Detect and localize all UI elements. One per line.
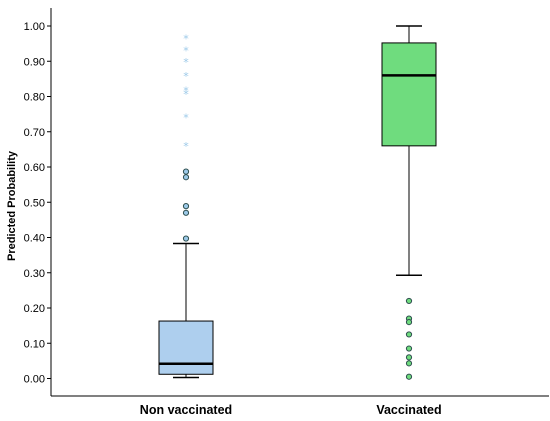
y-axis-ticks: 0.00 0.10 0.20 0.30 0.40 0.50 0.60 0.70 0.80 0.90… <box>24 21 51 386</box>
y-tick-label: 0.90 <box>24 56 45 68</box>
outlier-point <box>182 235 190 242</box>
outlier-point <box>182 209 190 216</box>
extreme-point: * <box>183 56 189 69</box>
box-group <box>381 25 437 380</box>
x-category-label: Non vaccinated <box>140 403 232 417</box>
y-tick-label: 0.50 <box>24 197 45 209</box>
y-tick-label: 0.40 <box>24 233 45 245</box>
extreme-point: * <box>183 85 189 98</box>
outlier-point <box>405 297 413 305</box>
extreme-point: * <box>183 88 189 101</box>
y-tick-label: 1.00 <box>24 21 45 33</box>
extreme-point: * <box>183 140 189 153</box>
iqr-box <box>158 320 214 375</box>
outlier-point <box>405 331 413 338</box>
x-category-label: Vaccinated <box>376 403 441 417</box>
outlier-point <box>182 168 190 175</box>
extreme-point: * <box>183 45 189 58</box>
y-tick-label: 0.70 <box>24 127 45 139</box>
iqr-box <box>381 42 437 147</box>
y-tick-label: 0.60 <box>24 162 45 174</box>
y-axis-title: Predicted Probability <box>6 150 18 261</box>
y-tick-label: 0.30 <box>24 268 45 280</box>
outlier-point <box>405 373 413 380</box>
outlier-point <box>405 354 413 361</box>
outlier-point <box>182 174 190 181</box>
x-axis-category-labels: Non vaccinated Vaccinated <box>140 403 442 417</box>
y-tick-label: 0.00 <box>24 374 45 386</box>
y-tick-label: 0.80 <box>24 92 45 104</box>
outlier-point <box>405 319 413 326</box>
box-group: ******** <box>158 32 214 379</box>
box-series: ******** <box>158 25 437 380</box>
y-tick-label: 0.20 <box>24 303 45 315</box>
y-tick-label: 0.10 <box>24 338 45 350</box>
outlier-point <box>405 345 413 352</box>
extreme-point: * <box>183 32 189 45</box>
outlier-point <box>405 360 413 367</box>
extreme-point: * <box>183 112 189 125</box>
outlier-point <box>182 203 190 210</box>
extreme-point: * <box>183 70 189 83</box>
